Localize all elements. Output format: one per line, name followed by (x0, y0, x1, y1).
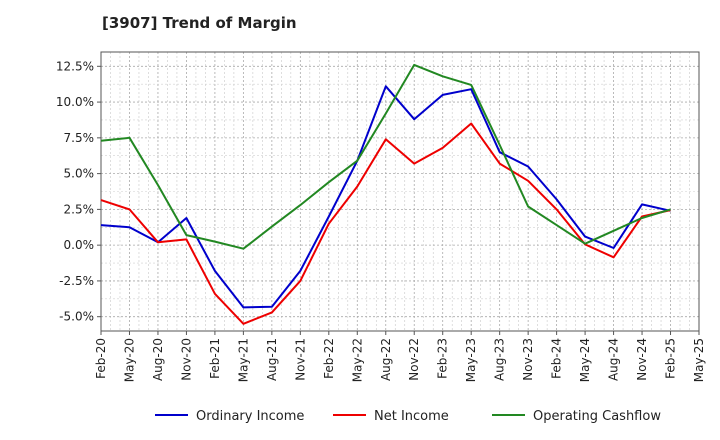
y-tick-label: 7.5% (64, 131, 95, 145)
x-tick-label: Aug-22 (379, 338, 393, 381)
x-tick-label: May-24 (578, 338, 592, 382)
x-tick-label: Feb-23 (436, 338, 450, 379)
legend-label: Ordinary Income (196, 409, 304, 424)
plot-frame (100, 51, 700, 332)
y-tick-label: -2.5% (59, 274, 94, 288)
x-tick-label: May-22 (350, 338, 364, 382)
x-tick-label: Feb-25 (664, 338, 678, 379)
grid-lines (100, 52, 700, 331)
x-tick-label: Nov-21 (293, 338, 307, 381)
y-tick-label: 2.5% (64, 202, 95, 216)
x-tick-label: Nov-20 (179, 338, 193, 381)
series-line-ordinary-income (100, 85, 671, 309)
chart-title: [3907] Trend of Margin (102, 14, 297, 32)
x-tick-label: Nov-24 (635, 338, 649, 381)
x-tick-label: Feb-21 (208, 338, 222, 379)
x-tick-label: Nov-22 (407, 338, 421, 381)
series-lines (100, 63, 671, 325)
x-tick-label: Aug-21 (265, 338, 279, 381)
x-tick-label: Aug-23 (493, 338, 507, 381)
x-tick-label: Feb-20 (94, 338, 108, 379)
axes (97, 51, 700, 335)
x-tick-label: Aug-24 (607, 338, 621, 381)
y-tick-label: 0.0% (64, 238, 95, 252)
legend-label: Operating Cashflow (533, 409, 661, 424)
legend: Ordinary Income Net Income Operating Cashf… (155, 409, 661, 424)
x-tick-label: May-25 (692, 338, 706, 382)
y-tick-label: 5.0% (64, 167, 95, 181)
x-tick-labels: Feb-20 May-20 Aug-20 Nov-20 Feb-21 May-21 Aug-… (94, 338, 706, 382)
x-tick-label: May-21 (236, 338, 250, 382)
x-tick-label: Feb-22 (322, 338, 336, 379)
x-tick-label: May-23 (464, 338, 478, 382)
series-line-net-income (100, 122, 671, 325)
x-tick-label: Nov-23 (521, 338, 535, 381)
y-tick-labels: -5.0% -2.5% 0.0% 2.5% 5.0% 7.5% 10.0% 12.5% (56, 59, 94, 323)
series-line-operating-cashflow (100, 63, 671, 250)
legend-label: Net Income (374, 409, 449, 424)
y-tick-label: 10.0% (56, 95, 94, 109)
x-tick-label: Feb-24 (550, 338, 564, 379)
x-tick-label: May-20 (122, 338, 136, 382)
y-tick-label: 12.5% (56, 59, 94, 73)
x-tick-label: Aug-20 (151, 338, 165, 381)
y-tick-label: -5.0% (59, 310, 94, 324)
